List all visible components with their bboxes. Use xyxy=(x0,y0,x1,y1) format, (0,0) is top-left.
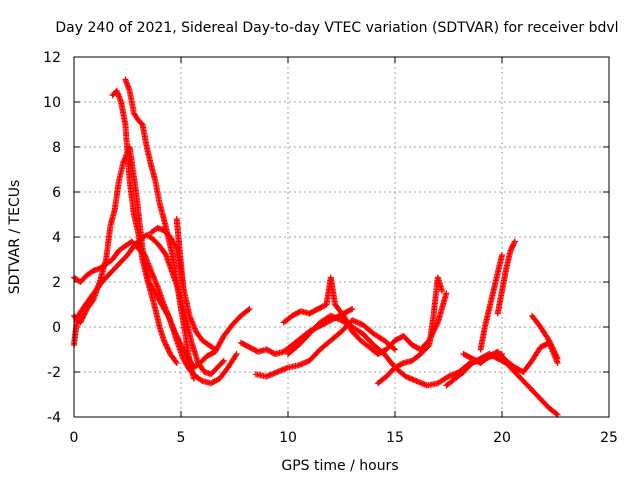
y-tick-label: 2 xyxy=(52,275,61,291)
x-tick-label: 5 xyxy=(177,430,186,446)
data-point xyxy=(166,348,172,355)
data-point xyxy=(219,358,226,365)
y-tick-label: -2 xyxy=(47,365,61,381)
series-arc-4 xyxy=(109,87,180,366)
data-point xyxy=(161,338,168,345)
data-point xyxy=(173,360,180,366)
x-tick-label: 0 xyxy=(70,430,79,446)
series-arc-15 xyxy=(477,252,505,353)
data-point xyxy=(390,345,397,352)
data-point xyxy=(220,357,227,364)
data-point xyxy=(554,355,561,362)
x-tick-label: 20 xyxy=(493,430,511,446)
data-point xyxy=(198,377,205,384)
data-point xyxy=(392,346,398,353)
data-point xyxy=(439,288,446,294)
x-axis-label: GPS time / hours xyxy=(281,458,398,474)
series-arc-2 xyxy=(71,231,227,378)
y-tick-label: 10 xyxy=(43,95,61,111)
data-point xyxy=(211,345,217,352)
data-point xyxy=(511,239,518,246)
series-arc-3 xyxy=(71,238,240,387)
plot-frame xyxy=(73,56,610,418)
data-point xyxy=(349,306,356,312)
data-point xyxy=(164,345,171,352)
data-point xyxy=(552,350,558,356)
x-tick-label: 15 xyxy=(386,430,404,446)
y-axis-label: SDTVAR / TECUs xyxy=(7,180,23,295)
data-point xyxy=(553,410,560,417)
series-arc-10 xyxy=(280,274,450,357)
data-point xyxy=(511,238,518,245)
data-point xyxy=(172,358,179,365)
y-tick-label: 12 xyxy=(43,50,61,66)
y-tick-label: 4 xyxy=(52,230,61,246)
data-point xyxy=(499,252,505,258)
y-tick-label: 6 xyxy=(52,185,61,201)
y-tick-label: 0 xyxy=(52,320,61,336)
x-tick-label: 25 xyxy=(600,430,618,446)
y-tick-label: -4 xyxy=(47,410,61,426)
data-point xyxy=(233,351,240,357)
series-arc-16 xyxy=(494,238,518,317)
chart-title: Day 240 of 2021, Sidereal Day-to-day VTE… xyxy=(55,20,618,36)
data-point xyxy=(212,346,219,353)
data-point xyxy=(245,307,252,313)
data-point xyxy=(190,375,197,382)
data-points xyxy=(71,76,561,418)
y-tick-label: 8 xyxy=(52,140,61,156)
series-arc-17 xyxy=(529,312,561,362)
data-point xyxy=(443,290,450,297)
data-point xyxy=(246,306,253,312)
data-point xyxy=(548,341,555,348)
x-tick-label: 10 xyxy=(279,430,297,446)
series-arc-7 xyxy=(173,216,187,290)
series-arc-12 xyxy=(374,274,446,387)
data-point xyxy=(180,283,187,290)
